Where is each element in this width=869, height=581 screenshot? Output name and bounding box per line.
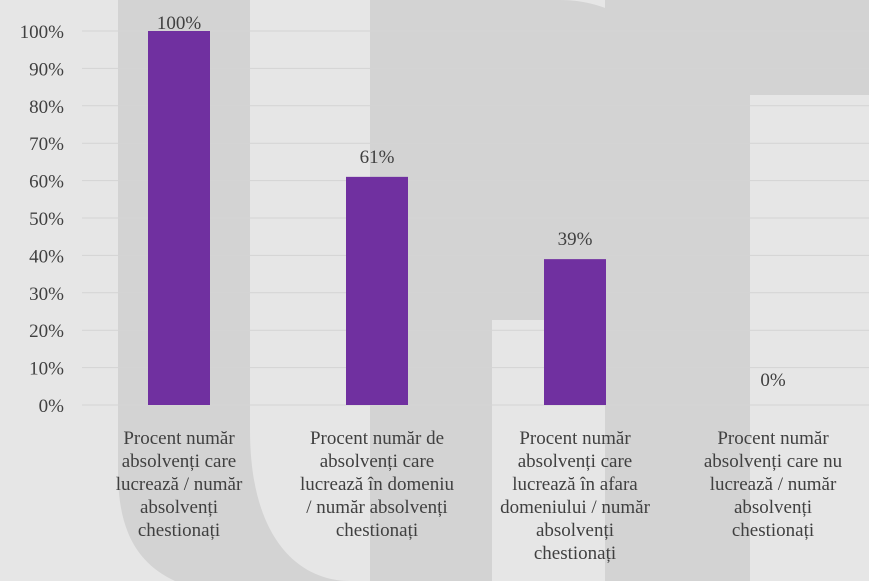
category-label: Procent număr absolvenți care nu lucrează … — [704, 428, 843, 541]
data-label: 100% — [157, 13, 202, 34]
bar — [346, 176, 408, 405]
y-tick-label: 40% — [29, 246, 64, 267]
data-label: 61% — [360, 147, 395, 168]
category-labels: Procent număr absolvenți care lucrează / n… — [116, 428, 843, 564]
bar — [148, 31, 210, 405]
y-tick-label: 60% — [29, 172, 64, 193]
data-labels: 100% 61% 39% 0% — [157, 13, 786, 391]
y-tick-label: 20% — [29, 321, 64, 342]
category-label: Procent număr absolvenți care lucrează în … — [500, 428, 651, 564]
category-label: Procent număr de absolvenți care lucrează … — [300, 428, 455, 541]
data-label: 39% — [558, 229, 593, 250]
y-tick-label: 0% — [39, 396, 65, 417]
watermark-shape-2 — [432, 75, 492, 581]
bar — [544, 259, 606, 405]
y-tick-label: 80% — [29, 97, 64, 118]
y-tick-label: 90% — [29, 59, 64, 80]
bars — [148, 31, 606, 405]
watermark-shape-3 — [605, 0, 869, 581]
y-tick-label: 100% — [20, 22, 65, 43]
gridlines — [82, 30, 869, 406]
y-tick-label: 30% — [29, 284, 64, 305]
category-label: Procent număr absolvenți care lucrează / n… — [116, 428, 243, 541]
y-axis-ticks: 0% 10% 20% 30% 40% 50% 60% 70% 80% 90% 100% — [20, 22, 65, 417]
y-tick-label: 70% — [29, 134, 64, 155]
y-tick-label: 50% — [29, 209, 64, 230]
data-label: 0% — [760, 370, 786, 391]
y-tick-label: 10% — [29, 359, 64, 380]
